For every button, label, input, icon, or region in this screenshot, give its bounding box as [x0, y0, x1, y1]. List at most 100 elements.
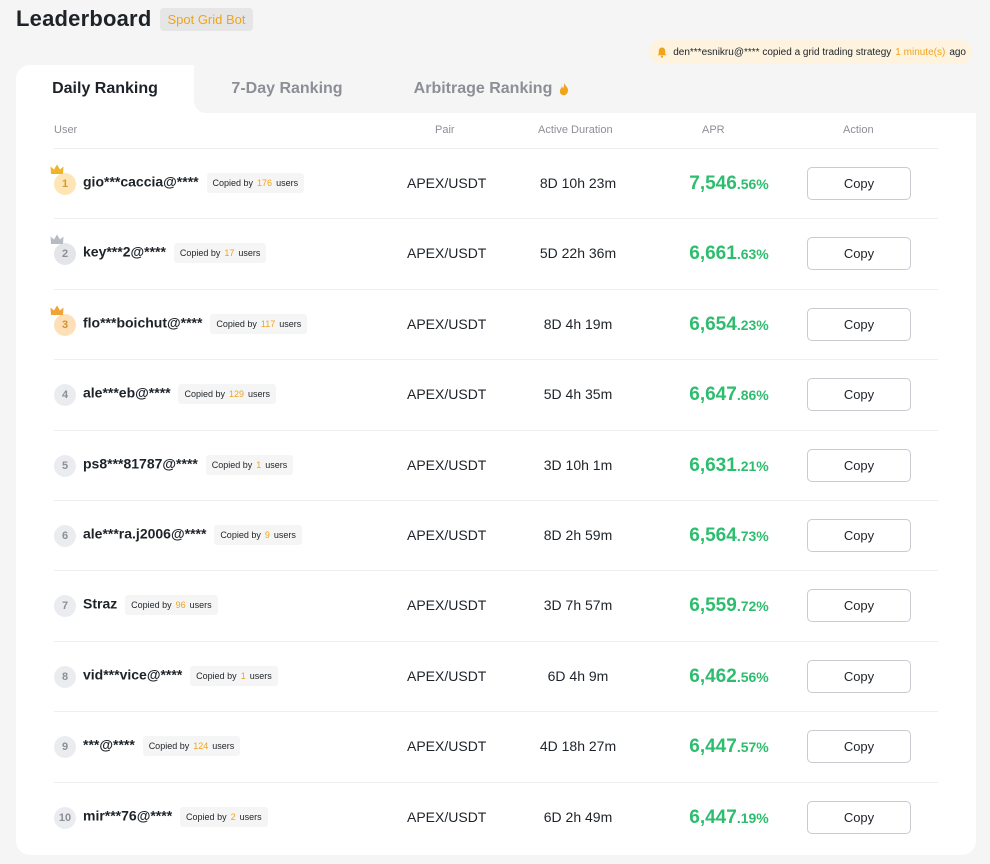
- copy-button[interactable]: Copy: [807, 659, 911, 693]
- table-row: 9 ***@**** Copied by 124 users APEX/USDT 4…: [54, 711, 938, 781]
- table-row: 1 gio***caccia@**** Copied by 176 users AP…: [50, 148, 938, 218]
- user-cell: ps8***81787@**** Copied by 1 users: [83, 454, 294, 475]
- pair-cell: APEX/USDT: [407, 386, 487, 403]
- rank-number: 4: [61, 389, 69, 402]
- copied-by-badge: Copied by 1 users: [205, 454, 294, 475]
- tab-label: Daily Ranking: [52, 80, 158, 97]
- apr-cell: 6,559.72%: [634, 595, 824, 617]
- copy-button[interactable]: Copy: [807, 730, 911, 764]
- copy-button[interactable]: Copy: [807, 589, 911, 623]
- rank-badge: 3: [50, 305, 76, 336]
- copied-prefix: Copied by: [212, 178, 254, 188]
- table-row: 2 key***2@**** Copied by 17 users APEX/USD…: [50, 218, 938, 288]
- copy-button[interactable]: Copy: [807, 237, 911, 271]
- table-row: 10 mir***76@**** Copied by 2 users APEX/US…: [54, 781, 938, 852]
- tabs-background: [194, 65, 976, 113]
- apr-decimal: .57%: [736, 739, 769, 756]
- pair-cell: APEX/USDT: [407, 315, 487, 332]
- username[interactable]: gio***caccia@****: [83, 173, 199, 190]
- copied-count: 9: [264, 529, 270, 540]
- copied-prefix: Copied by: [179, 248, 221, 259]
- copied-suffix: users: [248, 389, 271, 400]
- copied-by-badge: Copied by 117 users: [210, 313, 308, 334]
- copied-by-badge: Copied by 2 users: [180, 806, 268, 827]
- apr-decimal: .19%: [736, 809, 769, 826]
- tab-7-day-ranking[interactable]: 7-Day Ranking: [194, 65, 380, 113]
- user-cell: flo***boichut@**** Copied by 117 users: [83, 313, 308, 334]
- pair-cell: APEX/USDT: [407, 526, 487, 543]
- pair-cell: APEX/USDT: [407, 175, 487, 191]
- copy-button[interactable]: Copy: [807, 378, 911, 412]
- duration-cell: 8D 2h 59m: [543, 526, 613, 543]
- copy-button[interactable]: Copy: [807, 800, 911, 834]
- copied-suffix: users: [239, 811, 262, 822]
- user-cell: key***2@**** Copied by 17 users: [83, 243, 267, 264]
- copied-suffix: users: [189, 600, 212, 611]
- copied-prefix: Copied by: [211, 459, 253, 470]
- ranking-table: 1 gio***caccia@**** Copied by 176 users AP…: [50, 148, 938, 852]
- duration-cell: 5D 4h 35m: [543, 386, 613, 403]
- rank-badge: 8: [54, 665, 76, 688]
- pair-cell: APEX/USDT: [407, 667, 487, 684]
- username[interactable]: mir***76@****: [83, 807, 173, 824]
- duration-cell: 4D 18h 27m: [539, 738, 617, 755]
- tab-daily-ranking[interactable]: Daily Ranking: [16, 65, 194, 113]
- duration-cell: 3D 10h 1m: [543, 456, 613, 473]
- copied-count: 96: [175, 600, 186, 611]
- rank-badge: 1: [50, 164, 76, 195]
- apr-cell: 6,631.21%: [634, 455, 824, 477]
- crown-icon: [50, 164, 64, 174]
- copied-count: 176: [257, 178, 273, 188]
- rank-badge: 9: [54, 736, 76, 759]
- duration-cell: 5D 22h 36m: [539, 245, 617, 262]
- apr-decimal: .63%: [736, 246, 769, 263]
- user-cell: ale***eb@**** Copied by 129 users: [83, 384, 277, 405]
- pair-cell: APEX/USDT: [407, 808, 487, 825]
- copied-prefix: Copied by: [184, 389, 226, 400]
- pair-cell: APEX/USDT: [407, 738, 487, 755]
- copied-prefix: Copied by: [186, 811, 227, 822]
- apr-cell: 6,564.73%: [634, 525, 824, 547]
- user-cell: gio***caccia@**** Copied by 176 users: [83, 173, 305, 193]
- copy-notification: den***esnikru@**** copied a grid trading…: [649, 40, 972, 64]
- apr-decimal: .56%: [736, 176, 769, 192]
- copied-prefix: Copied by: [196, 670, 237, 681]
- tab-arbitrage-ranking[interactable]: Arbitrage Ranking: [380, 65, 604, 113]
- username[interactable]: ***@****: [83, 736, 135, 753]
- copy-button[interactable]: Copy: [807, 518, 911, 552]
- copied-by-badge: Copied by 96 users: [125, 595, 218, 616]
- username[interactable]: Straz: [83, 596, 118, 613]
- copy-button[interactable]: Copy: [807, 448, 911, 482]
- copied-count: 1: [256, 459, 262, 470]
- copy-button[interactable]: Copy: [807, 307, 911, 341]
- spot-grid-bot-badge[interactable]: Spot Grid Bot: [160, 7, 253, 31]
- page-title: Leaderboard: [16, 6, 152, 31]
- crown-icon: [50, 305, 64, 315]
- copied-prefix: Copied by: [216, 318, 257, 329]
- duration-cell: 6D 4h 9m: [547, 667, 609, 684]
- apr-cell: 6,647.86%: [634, 384, 824, 406]
- copy-button[interactable]: Copy: [807, 167, 911, 200]
- copied-suffix: users: [265, 459, 288, 470]
- rank-badge: 5: [54, 454, 76, 477]
- table-row: 8 vid***vice@**** Copied by 1 users APEX/U…: [54, 640, 938, 711]
- copied-by-badge: Copied by 129 users: [178, 384, 277, 405]
- copied-by-badge: Copied by 124 users: [142, 736, 241, 757]
- table-row: 7 Straz Copied by 96 users APEX/USDT 3D 7h…: [54, 570, 938, 640]
- apr-integer: 6,661: [689, 243, 737, 265]
- crown-icon: [50, 234, 64, 245]
- username[interactable]: flo***boichut@****: [83, 314, 203, 331]
- copied-suffix: users: [238, 248, 261, 259]
- rank-number: 10: [58, 811, 72, 824]
- notification-user: den***esnikru@****: [673, 46, 760, 58]
- user-cell: mir***76@**** Copied by 2 users: [83, 806, 268, 827]
- pair-cell: APEX/USDT: [407, 245, 487, 262]
- username[interactable]: ps8***81787@****: [83, 455, 198, 472]
- username[interactable]: key***2@****: [83, 244, 166, 261]
- copied-suffix: users: [279, 318, 302, 329]
- username[interactable]: ale***ra.j2006@****: [83, 525, 207, 542]
- apr-decimal: .72%: [736, 598, 769, 615]
- copied-prefix: Copied by: [131, 600, 172, 611]
- username[interactable]: vid***vice@****: [83, 666, 183, 683]
- username[interactable]: ale***eb@****: [83, 384, 171, 401]
